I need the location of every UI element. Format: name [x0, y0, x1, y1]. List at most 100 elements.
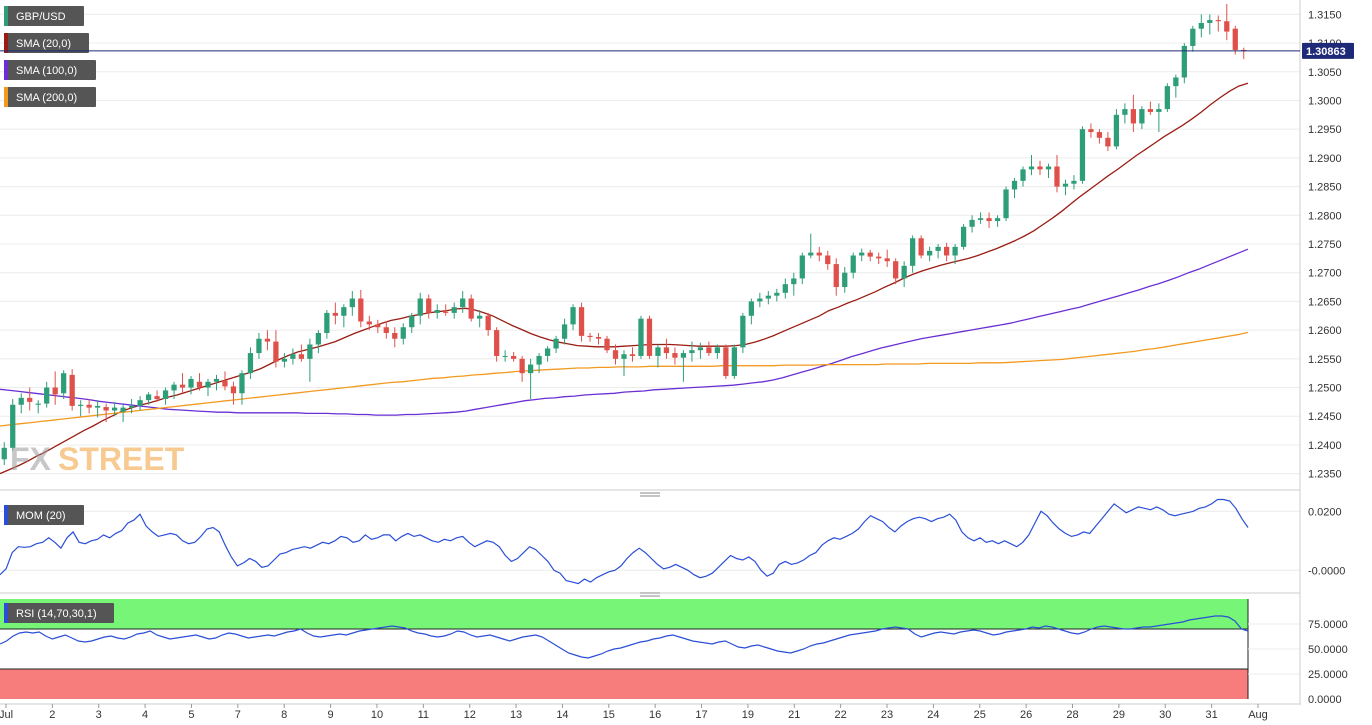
candle — [876, 252, 882, 265]
legend-sma-100-label: SMA (100,0) — [16, 65, 77, 77]
candle — [960, 223, 967, 250]
rsi-line — [0, 615, 1249, 659]
candle — [578, 302, 585, 342]
candle — [230, 381, 237, 405]
x-tick-label: 21 — [788, 709, 800, 721]
legend-sma-100[interactable]: SMA (100,0) — [4, 60, 96, 80]
candle — [247, 347, 254, 379]
candle — [451, 302, 457, 319]
x-tick-label: 3 — [96, 709, 102, 721]
candle — [1224, 4, 1230, 41]
price-tick-label: 1.2900 — [1308, 153, 1342, 165]
candle — [893, 258, 899, 285]
candle — [1190, 25, 1196, 52]
rsi-tick-label: 25.0000 — [1308, 669, 1348, 681]
candle — [392, 327, 398, 348]
candle — [1054, 155, 1060, 193]
candle — [69, 369, 75, 411]
candle — [1105, 132, 1111, 151]
candle — [723, 344, 729, 379]
candle — [986, 212, 992, 228]
candle — [27, 387, 33, 411]
candle — [78, 400, 84, 417]
price-tick-label: 1.2350 — [1308, 469, 1342, 481]
price-tick-label: 1.2550 — [1308, 354, 1342, 366]
candle — [587, 332, 593, 342]
candle — [1207, 14, 1213, 35]
candle — [952, 244, 958, 265]
legend-sma-20[interactable]: SMA (20,0) — [4, 33, 89, 53]
candle — [1198, 14, 1204, 38]
legend-mom[interactable]: MOM (20) — [4, 505, 84, 525]
x-tick-label: 26 — [1020, 709, 1032, 721]
candle — [1011, 177, 1018, 199]
candle — [1003, 186, 1009, 222]
x-tick-label: 22 — [835, 709, 847, 721]
candle — [494, 327, 500, 362]
candle — [757, 292, 763, 308]
price-tick-label: 1.2700 — [1308, 268, 1342, 280]
rsi-oversold-zone — [0, 669, 1248, 699]
candle — [332, 302, 338, 325]
candle — [1071, 175, 1077, 190]
legend-mom-label: MOM (20) — [16, 510, 66, 522]
candle — [918, 235, 924, 259]
x-tick-label: 24 — [927, 709, 939, 721]
candle — [375, 319, 381, 333]
price-tick-label: 1.2750 — [1308, 239, 1342, 251]
legend-symbol-label: GBP/USD — [16, 11, 66, 23]
legend-symbol[interactable]: GBP/USD — [4, 6, 84, 26]
last-price-label: 1.30863 — [1306, 46, 1346, 58]
candle — [1020, 166, 1026, 187]
candle — [1079, 126, 1086, 184]
candle — [867, 249, 873, 262]
price-tick-label: 1.2600 — [1308, 325, 1342, 337]
candle — [239, 370, 245, 405]
x-tick-label: 4 — [142, 709, 148, 721]
legend-sma-200[interactable]: SMA (200,0) — [4, 87, 96, 107]
candle — [1147, 101, 1153, 115]
candle — [536, 353, 542, 374]
candle — [621, 350, 627, 377]
candle — [910, 235, 916, 273]
candle — [1173, 74, 1179, 98]
candle — [816, 246, 822, 262]
candle — [1139, 106, 1145, 130]
candle — [1088, 123, 1094, 138]
candle — [901, 261, 907, 288]
candle — [120, 404, 126, 422]
candle — [162, 387, 169, 405]
candle — [782, 278, 788, 299]
candle — [111, 401, 118, 417]
x-tick-label: 11 — [418, 709, 429, 721]
legend-sma-200-label: SMA (200,0) — [16, 92, 77, 104]
candle — [791, 272, 797, 296]
candle — [35, 400, 41, 414]
candle — [103, 403, 109, 422]
x-tick-label: 2 — [49, 709, 55, 721]
rsi-panel-resize-handle[interactable] — [640, 592, 660, 597]
x-tick-label: 31 — [1206, 709, 1218, 721]
candle — [341, 304, 347, 328]
legend-rsi[interactable]: RSI (14,70,30,1) — [4, 603, 114, 623]
candle — [731, 344, 737, 379]
candle — [434, 304, 440, 319]
x-tick-label: 25 — [974, 709, 986, 721]
candle — [689, 341, 695, 362]
candle — [519, 355, 525, 382]
candle — [774, 288, 780, 302]
candle — [655, 344, 661, 368]
mom-panel-resize-handle[interactable] — [640, 492, 660, 497]
candle — [86, 399, 92, 414]
candle — [825, 250, 831, 270]
price-tick-label: 1.3150 — [1308, 9, 1342, 21]
candle — [128, 399, 135, 414]
x-tick-label: 30 — [1159, 709, 1171, 721]
candle — [426, 294, 432, 319]
rsi-overbought-zone — [0, 599, 1248, 629]
candle — [1156, 103, 1162, 133]
price-tick-label: 1.3000 — [1308, 95, 1342, 107]
candle — [511, 351, 517, 362]
